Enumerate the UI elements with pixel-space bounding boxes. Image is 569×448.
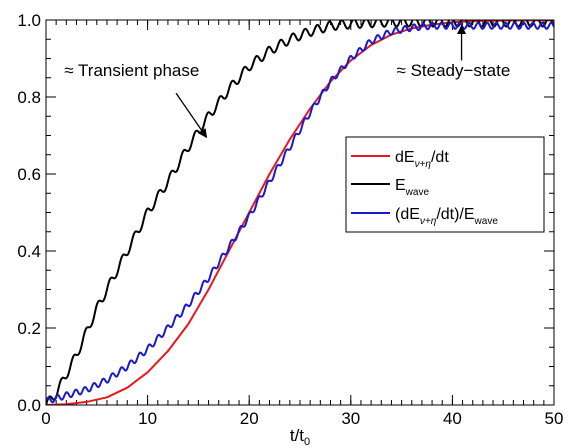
legend-label-dE: dEν+η/dt: [395, 149, 449, 170]
series-layer: [46, 20, 554, 405]
x-tick-label: 10: [138, 409, 157, 428]
legend-label-dE-rest: /dt: [431, 149, 449, 166]
x-tick-label: 0: [41, 409, 50, 428]
x-tick-label: 50: [545, 409, 564, 428]
series-line-ratio: [46, 21, 554, 404]
legend-label-ratio-rest: /dt)/E: [436, 206, 474, 223]
legend-label-dE-main: dE: [395, 149, 415, 166]
annotations: ≈ Transient phase ≈ Steady−state: [64, 24, 511, 139]
annotation-arrow-0: [175, 92, 208, 139]
x-tick-label: 40: [443, 409, 462, 428]
series-line-Ewave: [46, 20, 554, 405]
y-tick-label: 0.8: [17, 88, 41, 107]
y-tick-label: 0.0: [17, 396, 41, 415]
x-tick-label: 30: [341, 409, 360, 428]
plot-frame: [45, 19, 555, 406]
legend-label-Ewave-sub: wave: [405, 187, 430, 198]
axis-tick-labels: 0 10 20 30 40 50 0.0 0.2 0.4 0.6 0.8 1.0: [17, 11, 563, 428]
annotation-text-0: ≈ Transient phase: [64, 61, 199, 80]
annotation-text-1: ≈ Steady−state: [397, 61, 511, 80]
series-line-dE: [46, 20, 554, 405]
legend-label-Ewave-main: E: [395, 177, 406, 194]
legend-label-ratio-sub: ν+η: [420, 216, 437, 227]
legend-label-ratio: (dEν+η/dt)/Ewave: [395, 206, 498, 227]
x-axis-label: t/t0: [290, 426, 310, 448]
legend-label-dE-sub: ν+η: [415, 159, 432, 170]
x-tick-label: 20: [240, 409, 259, 428]
legend: dEν+η/dt Ewave (dEν+η/dt)/Ewave: [345, 136, 545, 233]
y-tick-label: 0.6: [17, 165, 41, 184]
legend-label-ratio-main: (dE: [395, 206, 420, 223]
axis-ticks: [45, 19, 555, 406]
y-tick-label: 0.4: [17, 242, 41, 261]
legend-label-ratio-sub2: wave: [474, 216, 499, 227]
x-axis-label-subscript: 0: [304, 436, 310, 448]
legend-label-Ewave: Ewave: [395, 177, 429, 198]
y-tick-label: 0.2: [17, 319, 41, 338]
x-axis-label-main: t/t: [290, 426, 304, 445]
y-tick-label: 1.0: [17, 11, 41, 30]
